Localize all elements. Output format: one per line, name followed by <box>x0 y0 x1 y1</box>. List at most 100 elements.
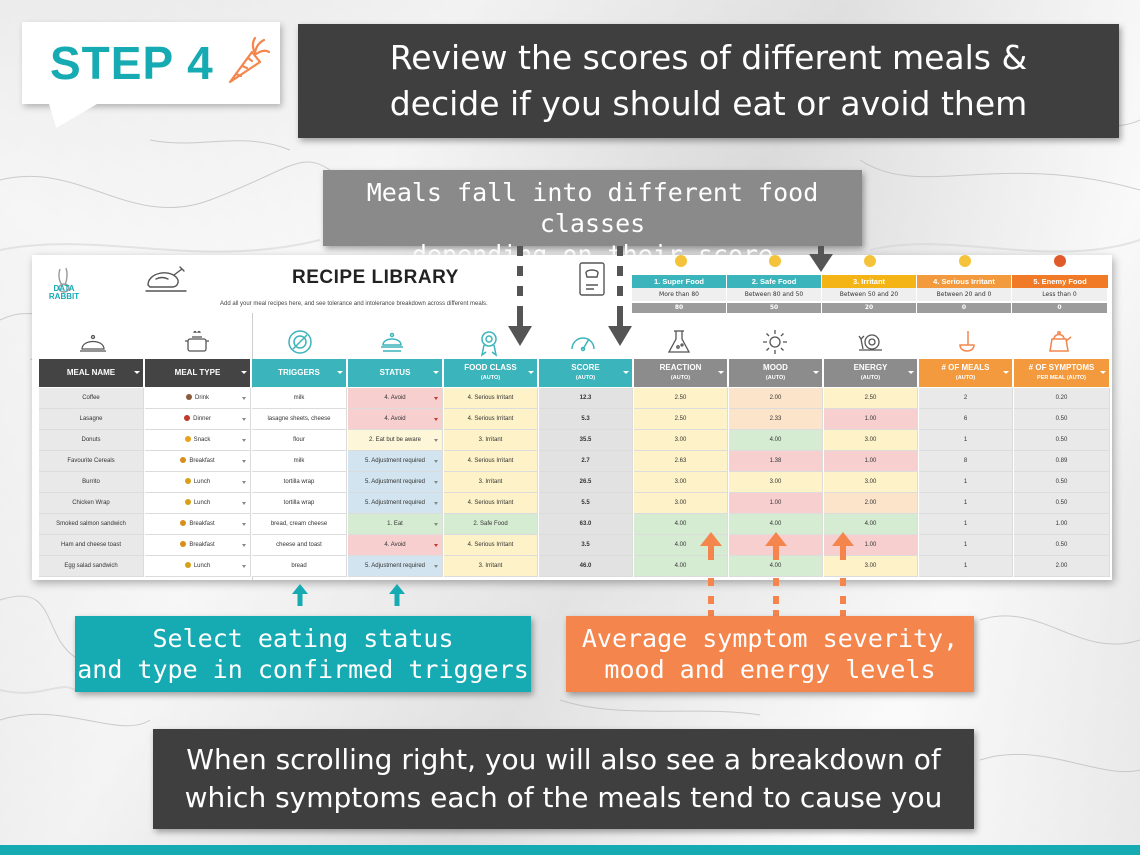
cell-meals: 1 <box>919 514 1013 535</box>
col-food-class-label: FOOD CLASS <box>464 363 517 372</box>
cell-type[interactable]: Lunch <box>145 472 251 493</box>
cell-status[interactable]: 1. Eat <box>348 514 443 535</box>
roast-chicken-icon <box>145 266 187 292</box>
cell-energy: 2.00 <box>824 493 918 514</box>
cell-triggers[interactable]: milk <box>252 451 347 472</box>
col-status[interactable]: STATUS <box>348 359 443 387</box>
dropdown-caret-icon[interactable] <box>242 481 246 484</box>
cell-triggers[interactable]: lasagne sheets, cheese <box>252 409 347 430</box>
cell-name[interactable]: Ham and cheese toast <box>39 535 144 556</box>
cell-text: 0.50 <box>1055 500 1068 506</box>
dropdown-caret-icon[interactable] <box>242 460 246 463</box>
cell-triggers[interactable]: tortilla wrap <box>252 472 347 493</box>
cell-energy: 4.00 <box>824 514 918 535</box>
cell-type[interactable]: Lunch <box>145 556 251 577</box>
auto-label: (AUTO) <box>1066 375 1086 381</box>
super-food-face-icon <box>675 255 687 267</box>
dropdown-caret-icon[interactable] <box>434 544 438 547</box>
dropdown-caret-icon[interactable] <box>434 439 438 442</box>
cell-type[interactable]: Breakfast <box>145 535 251 556</box>
dropdown-caret-icon[interactable] <box>434 502 438 505</box>
col-food-class[interactable]: FOOD CLASS (AUTO) <box>444 359 538 387</box>
meal-type-icon <box>184 415 191 421</box>
col-meal-name[interactable]: MEAL NAME <box>39 359 144 387</box>
cell-name[interactable]: Coffee <box>39 388 144 409</box>
cell-triggers[interactable]: milk <box>252 388 347 409</box>
cell-status[interactable]: 2. Eat but be aware <box>348 430 443 451</box>
cell-type[interactable]: Breakfast <box>145 514 251 535</box>
legend-threshold[interactable]: 50 <box>727 303 822 313</box>
cell-type[interactable]: Breakfast <box>145 451 251 472</box>
col-meal-type[interactable]: MEAL TYPE <box>145 359 251 387</box>
col-score[interactable]: SCORE (AUTO) <box>539 359 633 387</box>
dropdown-caret-icon[interactable] <box>434 460 438 463</box>
cell-text: Dinner <box>193 416 211 422</box>
dropdown-caret-icon[interactable] <box>434 523 438 526</box>
cell-status[interactable]: 5. Adjustment required <box>348 493 443 514</box>
col-num-meals[interactable]: # OF MEALS (AUTO) <box>919 359 1013 387</box>
legend-desc: Between 80 and 50 <box>727 288 822 301</box>
cell-triggers[interactable]: bread <box>252 556 347 577</box>
table-row: Donuts Snack flour 2. Eat but be aware 3. Ir… <box>39 430 1110 451</box>
dropdown-caret-icon[interactable] <box>434 418 438 421</box>
cell-text: 46.0 <box>579 563 592 569</box>
dropdown-caret-icon[interactable] <box>242 565 246 568</box>
headline-banner: Review the scores of different meals & d… <box>298 24 1119 138</box>
cell-name[interactable]: Egg salad sandwich <box>39 556 144 577</box>
dropdown-caret-icon[interactable] <box>242 544 246 547</box>
auto-label: (AUTO) <box>765 375 786 381</box>
col-mood[interactable]: MOOD (AUTO) <box>729 359 823 387</box>
dropdown-caret-icon[interactable] <box>242 439 246 442</box>
recipe-book-icon <box>579 262 605 296</box>
dropdown-caret-icon[interactable] <box>242 418 246 421</box>
cell-text: 4. Serious Irritant <box>467 416 514 422</box>
legend-threshold[interactable]: 20 <box>822 303 917 313</box>
legend-desc: Between 50 and 20 <box>822 288 917 301</box>
col-reaction[interactable]: REACTION (AUTO) <box>634 359 728 387</box>
cell-triggers[interactable]: flour <box>252 430 347 451</box>
dropdown-caret-icon[interactable] <box>434 565 438 568</box>
cell-name[interactable]: Lasagne <box>39 409 144 430</box>
cell-name[interactable]: Smoked salmon sandwich <box>39 514 144 535</box>
cell-mood: 4.00 <box>729 430 823 451</box>
cell-status[interactable]: 5. Adjustment required <box>348 472 443 493</box>
dropdown-caret-icon[interactable] <box>242 523 246 526</box>
cell-triggers[interactable]: tortilla wrap <box>252 493 347 514</box>
dropdown-caret-icon[interactable] <box>434 397 438 400</box>
cell-food-class: 3. Irritant <box>444 472 538 493</box>
cell-text: 4.00 <box>769 521 782 527</box>
cell-text: 4. Avoid <box>384 416 406 422</box>
cell-status[interactable]: 5. Adjustment required <box>348 556 443 577</box>
cell-type[interactable]: Drink <box>145 388 251 409</box>
legend-threshold[interactable]: 0 <box>1012 303 1108 313</box>
cell-triggers[interactable]: cheese and toast <box>252 535 347 556</box>
cell-type[interactable]: Lunch <box>145 493 251 514</box>
down-arrow-icon <box>508 246 532 346</box>
cell-status[interactable]: 4. Avoid <box>348 388 443 409</box>
cell-text: 3.00 <box>674 500 687 506</box>
col-num-symptoms[interactable]: # OF SYMPTOMS PER MEAL (AUTO) <box>1014 359 1110 387</box>
table-row: Coffee Drink milk 4. Avoid 4. Serious Irrita… <box>39 388 1110 409</box>
cell-text: 1.00 <box>864 542 877 548</box>
col-triggers[interactable]: TRIGGERS <box>252 359 347 387</box>
cell-name[interactable]: Burrito <box>39 472 144 493</box>
dropdown-caret-icon[interactable] <box>242 397 246 400</box>
dropdown-caret-icon[interactable] <box>434 481 438 484</box>
legend-threshold[interactable]: 80 <box>632 303 727 313</box>
cell-text: 0.50 <box>1055 437 1068 443</box>
cell-name[interactable]: Chicken Wrap <box>39 493 144 514</box>
cell-status[interactable]: 5. Adjustment required <box>348 451 443 472</box>
col-energy[interactable]: ENERGY (AUTO) <box>824 359 918 387</box>
cell-status[interactable]: 4. Avoid <box>348 535 443 556</box>
cell-score: 63.0 <box>539 514 633 535</box>
cell-type[interactable]: Dinner <box>145 409 251 430</box>
dropdown-caret-icon[interactable] <box>242 502 246 505</box>
legend-safe-food: 2. Safe Food <box>727 275 821 288</box>
cell-triggers[interactable]: bread, cream cheese <box>252 514 347 535</box>
serious-irritant-face-icon <box>959 255 971 267</box>
cell-type[interactable]: Snack <box>145 430 251 451</box>
cell-name[interactable]: Favourite Cereals <box>39 451 144 472</box>
cell-status[interactable]: 4. Avoid <box>348 409 443 430</box>
cell-name[interactable]: Donuts <box>39 430 144 451</box>
legend-threshold[interactable]: 0 <box>917 303 1012 313</box>
